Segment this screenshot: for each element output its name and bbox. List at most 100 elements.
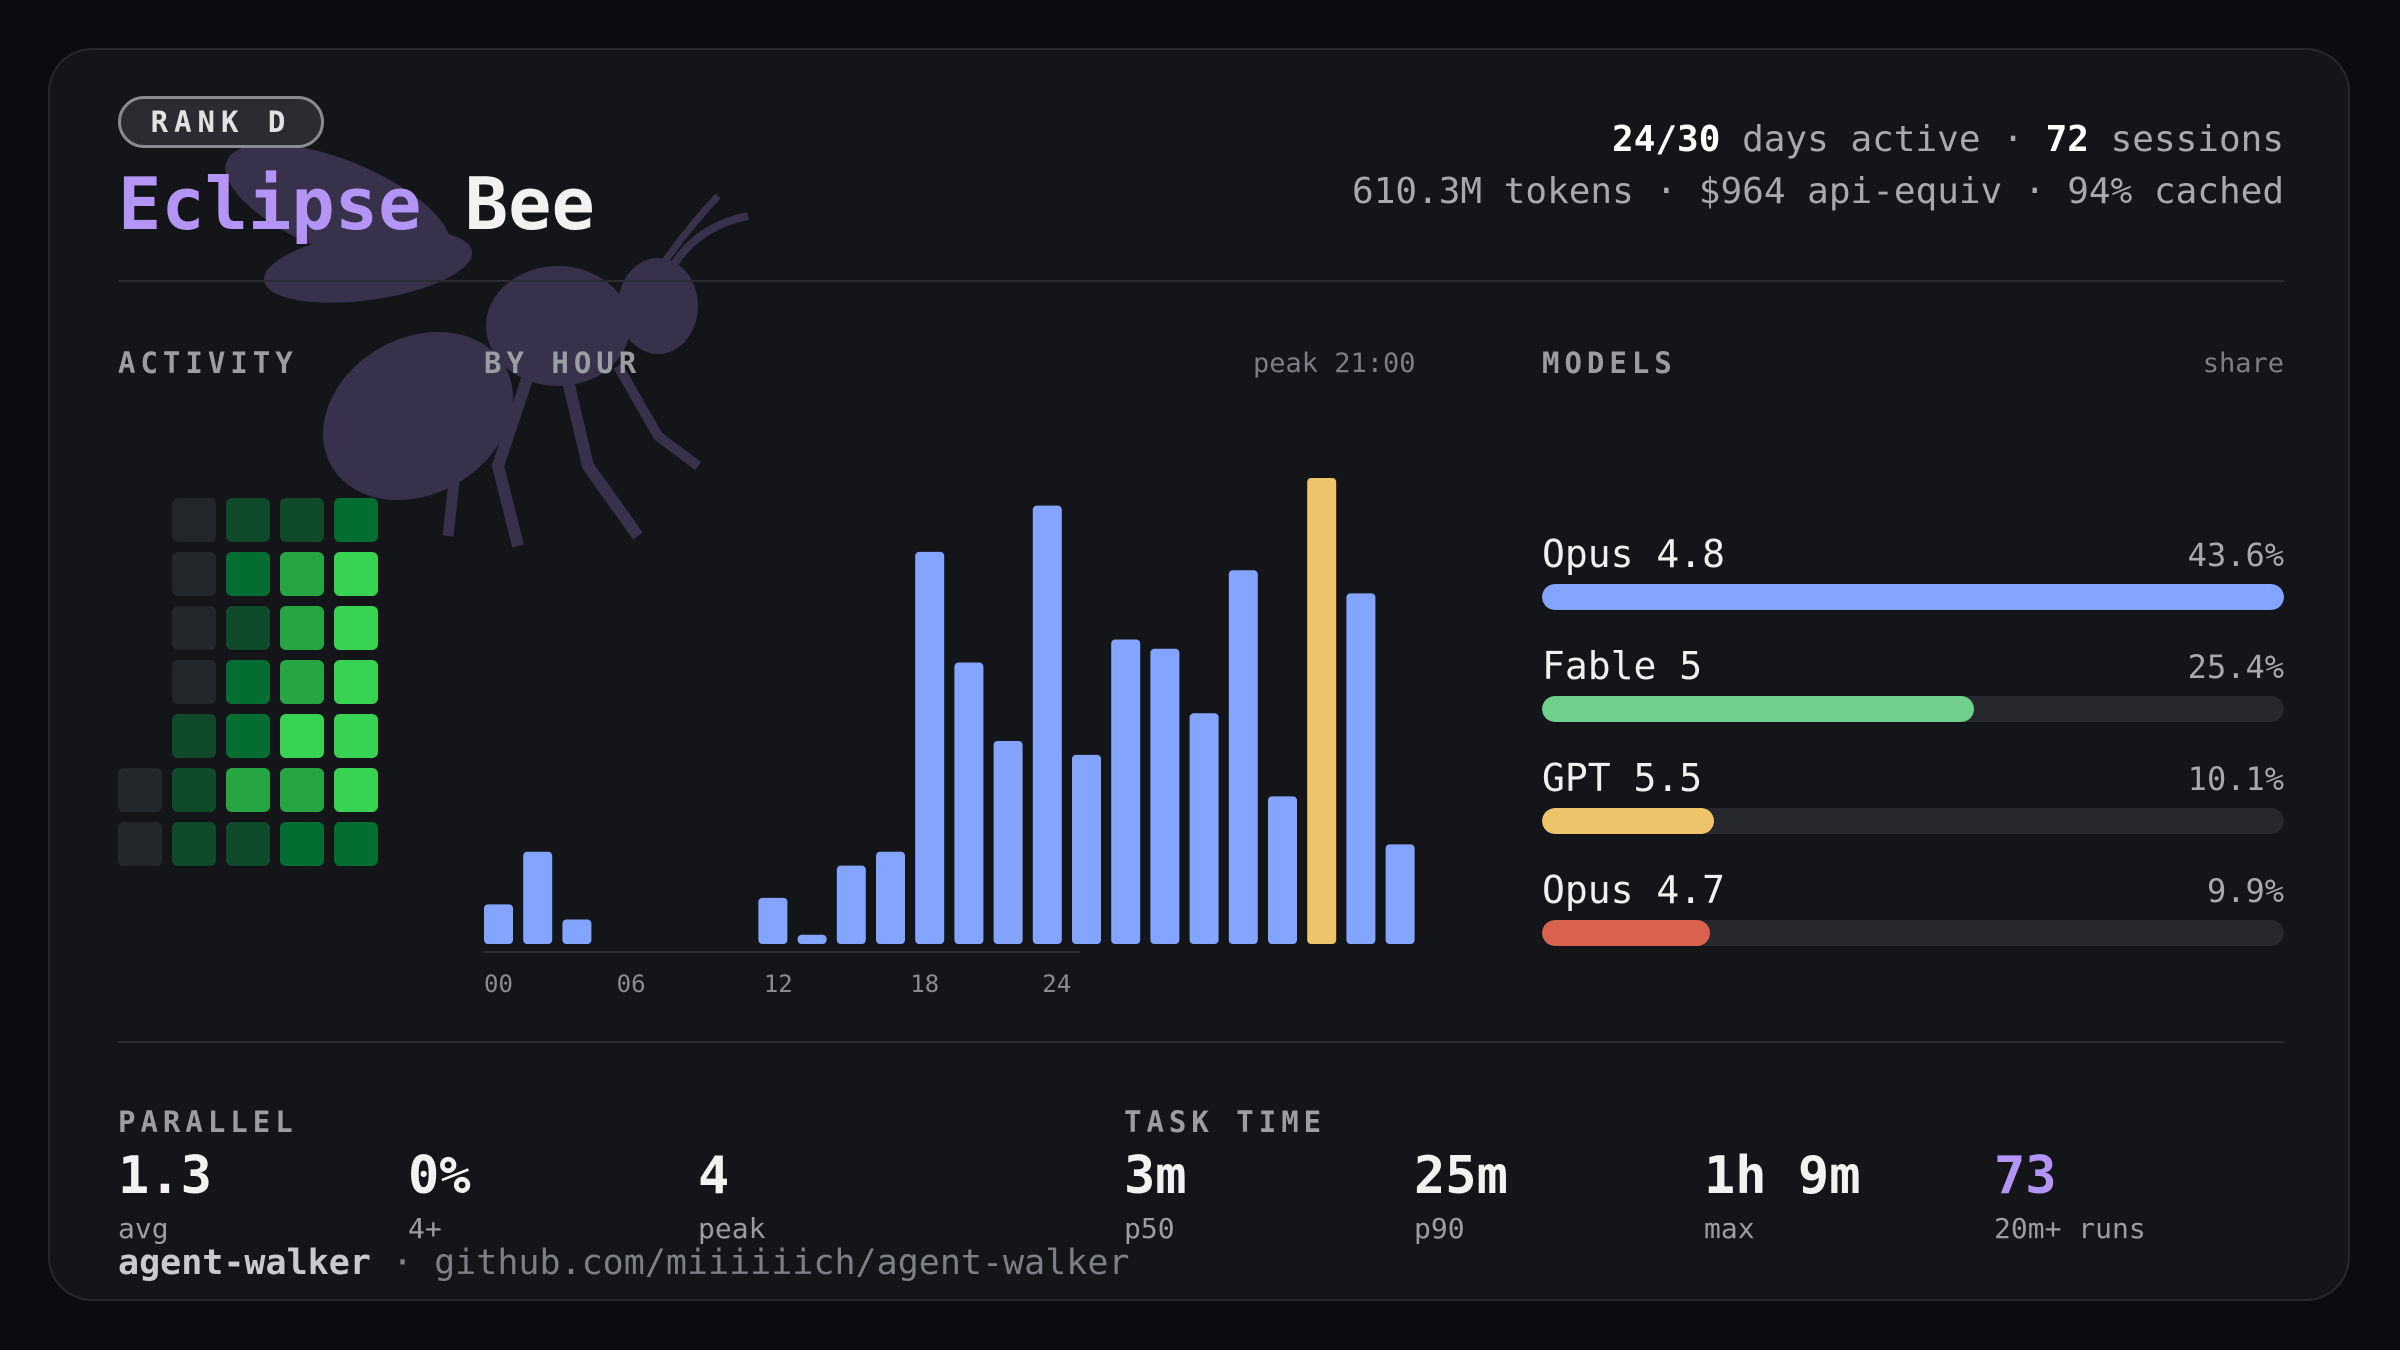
profile-card: RANK D Eclipse Bee 24/30 days active · 7… xyxy=(48,48,2350,1301)
stat-value: 0% xyxy=(408,1146,471,1206)
hour-bar-16 xyxy=(1111,639,1141,944)
card-content: RANK D Eclipse Bee 24/30 days active · 7… xyxy=(118,50,2284,1299)
activity-cell xyxy=(226,498,270,542)
stat-key: p50 xyxy=(1124,1212,1175,1245)
model-share-track xyxy=(1542,808,2284,834)
model-share: 25.4% xyxy=(2187,648,2284,686)
hour-bar-07 xyxy=(758,897,788,944)
parallel-label: PARALLEL xyxy=(118,1105,298,1139)
activity-cell xyxy=(226,552,270,596)
activity-cell xyxy=(334,606,378,650)
hour-tick-label: 12 xyxy=(764,970,793,998)
activity-cell xyxy=(280,768,324,812)
activity-cell xyxy=(172,768,216,812)
profile-title: Eclipse Bee xyxy=(118,168,595,240)
model-name: Opus 4.8 xyxy=(1542,532,1726,576)
header-divider xyxy=(118,280,2284,282)
summary-line-2: 610.3M tokens · $964 api-equiv · 94% cac… xyxy=(1352,171,2284,212)
stat-item: 0% 4+ xyxy=(408,1150,471,1245)
activity-cell xyxy=(226,606,270,650)
hour-tick-label: 24 xyxy=(1042,970,1071,998)
model-share-fill xyxy=(1542,920,1711,946)
activity-cell xyxy=(172,660,216,704)
hour-bar-00 xyxy=(484,904,513,944)
models-label: MODELS xyxy=(1542,346,1677,380)
activity-grid xyxy=(118,498,378,918)
summary-stats: 24/30 days active · 72 sessions 610.3M t… xyxy=(1352,114,2284,218)
hour-bar-18 xyxy=(1189,713,1219,944)
activity-cell xyxy=(280,714,324,758)
activity-cell xyxy=(280,660,324,704)
stats-divider xyxy=(118,1041,2284,1043)
activity-cell xyxy=(334,552,378,596)
stat-value: 3m xyxy=(1124,1146,1187,1206)
activity-cell xyxy=(334,498,378,542)
hour-bar-09 xyxy=(836,865,866,944)
sessions-value: 72 xyxy=(2045,119,2089,160)
days-active-value: 24/30 xyxy=(1612,119,1721,160)
activity-cell xyxy=(172,498,216,542)
activity-cell xyxy=(334,822,378,866)
hour-bar-02 xyxy=(562,919,592,944)
activity-cell xyxy=(118,768,162,812)
stat-key: p90 xyxy=(1414,1212,1465,1245)
stat-value: 25m xyxy=(1414,1146,1508,1206)
hour-bar-13 xyxy=(993,740,1023,944)
stat-item: 1h 9m max xyxy=(1704,1150,1861,1245)
activity-cell xyxy=(118,822,162,866)
model-name: Fable 5 xyxy=(1542,644,1703,688)
activity-cell xyxy=(334,768,378,812)
title-first-word: Eclipse xyxy=(118,162,422,246)
stat-item: 4 peak xyxy=(698,1150,765,1245)
stat-key: peak xyxy=(698,1212,766,1245)
stat-key: 20m+ runs xyxy=(1994,1212,2146,1245)
hour-bar-21 xyxy=(1307,478,1337,944)
activity-cell xyxy=(226,768,270,812)
stat-item: 1.3 avg xyxy=(118,1150,212,1245)
activity-cell xyxy=(280,498,324,542)
activity-cell xyxy=(226,822,270,866)
hour-tick-label: 00 xyxy=(484,970,513,998)
repo-link[interactable]: github.com/miiiiiich/agent-walker xyxy=(434,1243,1130,1283)
hour-bar-08 xyxy=(797,934,827,944)
activity-cell xyxy=(226,714,270,758)
hour-bar-20 xyxy=(1268,796,1297,944)
activity-cell xyxy=(172,552,216,596)
hour-tick-label: 06 xyxy=(617,970,646,998)
hour-bar-19 xyxy=(1228,570,1258,944)
model-share: 43.6% xyxy=(2187,536,2284,574)
stat-value: 4 xyxy=(698,1146,730,1206)
activity-cell xyxy=(280,606,324,650)
model-share-track xyxy=(1542,920,2284,946)
task-time-label: TASK TIME xyxy=(1124,1105,1327,1139)
title-second-word: Bee xyxy=(464,162,595,246)
activity-cell xyxy=(280,822,324,866)
activity-cell xyxy=(334,714,378,758)
stat-item: 73 20m+ runs xyxy=(1994,1150,2146,1245)
footer: agent-walker · github.com/miiiiiich/agen… xyxy=(118,1243,1129,1283)
summary-line-1: 24/30 days active · 72 sessions xyxy=(1352,114,2284,166)
by-hour-label: BY HOUR xyxy=(484,346,642,380)
hour-chart: 00 06 12 18 24 xyxy=(484,430,1415,1010)
hour-bar-14 xyxy=(1032,505,1062,944)
hour-bar-12 xyxy=(954,662,984,944)
hour-bar-10 xyxy=(876,851,905,944)
rank-badge: RANK D xyxy=(118,96,324,148)
model-name: Opus 4.7 xyxy=(1542,868,1726,912)
stat-key: avg xyxy=(118,1212,169,1245)
model-share-track xyxy=(1542,696,2284,722)
repo-name: agent-walker xyxy=(118,1243,371,1283)
stat-key: max xyxy=(1704,1212,1755,1245)
days-active-label: days active xyxy=(1742,119,1981,160)
model-share-fill xyxy=(1542,584,2284,610)
activity-cell xyxy=(172,606,216,650)
footer-separator: · xyxy=(391,1243,414,1283)
stat-item: 25m p90 xyxy=(1414,1150,1508,1245)
activity-cell xyxy=(334,660,378,704)
stat-value: 73 xyxy=(1994,1146,2057,1206)
hour-bar-15 xyxy=(1072,754,1101,944)
activity-cell xyxy=(172,822,216,866)
hour-tick-label: 18 xyxy=(910,970,939,998)
share-label: share xyxy=(2202,348,2284,379)
stat-item: 3m p50 xyxy=(1124,1150,1187,1245)
